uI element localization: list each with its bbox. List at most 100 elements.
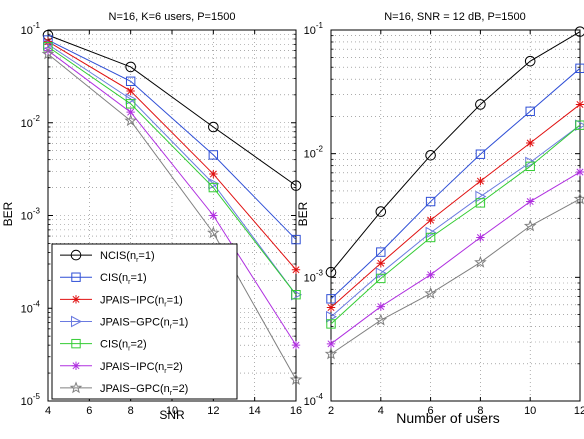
right-series-1-point — [325, 266, 337, 278]
right-series-3-point — [376, 259, 385, 268]
right-series-1-point — [524, 55, 536, 67]
right-series-6-point — [476, 233, 485, 242]
right-series-5-point — [575, 120, 584, 130]
legend-marker — [71, 338, 81, 349]
right-y-tick-label: 10-4 — [304, 392, 324, 408]
right-series-3-point — [476, 176, 485, 186]
left-series-7-point — [289, 373, 303, 385]
right-axes-box — [330, 29, 581, 402]
right-series-2-point — [425, 196, 436, 207]
right-series-1-point — [425, 150, 436, 161]
left-series-7-line — [47, 53, 297, 380]
right-series-4-line — [330, 124, 581, 318]
left-series-2-line — [47, 39, 297, 240]
right-x-tick-label: 6 — [428, 405, 434, 417]
legend-marker — [69, 381, 83, 394]
right-series-7-line — [330, 198, 581, 355]
legend-label: JPAIS−GPC(nr=2) — [100, 383, 188, 397]
right-series-2-point — [326, 294, 336, 304]
right-series-2-point — [575, 63, 584, 74]
left-x-tick-label: 4 — [45, 405, 51, 417]
left-series-1-point — [290, 180, 302, 191]
left-x-tick-label: 10 — [166, 405, 178, 417]
left-series-5-line — [47, 46, 297, 296]
left-series-2-point — [291, 234, 301, 245]
right-series-6-line — [330, 171, 581, 345]
right-series-5-point — [475, 198, 486, 208]
left-series-1-point — [208, 121, 219, 133]
right-chart-title: N=16, SNR = 12 dB, P=1500 — [384, 11, 526, 23]
legend-marker — [71, 272, 81, 282]
right-series-3-line — [330, 104, 581, 308]
left-x-tick-label: 12 — [207, 405, 219, 417]
right-series-2-point — [376, 247, 386, 257]
left-series-6-point — [291, 340, 301, 350]
left-series-3-point — [126, 86, 135, 96]
left-series-7-point — [41, 47, 55, 60]
right-series-7-point — [474, 255, 487, 268]
left-y-tick-label: 10-5 — [21, 392, 41, 408]
right-plot: 2 4 6 8 10 12 10-4 10-3 10-2 10-1 — [304, 21, 584, 417]
legend-label: JPAIS−IPC(nr=1) — [100, 294, 183, 308]
legend: NCIS(nr=1) CIS(nr=1) JPAIS−IPC(nr=1) JPAIS−… — [51, 243, 238, 400]
right-series-1-line — [330, 31, 581, 273]
right-series-7-point — [324, 347, 338, 360]
left-plot: 4 6 8 10 12 14 16 10-5 10-4 10-3 10-2 10-1 NCIS(nr=1… — [21, 21, 303, 417]
right-series-5-point — [425, 232, 436, 243]
left-y-tick-label: 10-2 — [21, 114, 41, 130]
right-series-4-point — [425, 226, 437, 239]
right-x-tick-label: 12 — [574, 405, 584, 417]
left-series-4-line — [47, 43, 297, 295]
left-series-7-point — [124, 114, 137, 127]
left-series-3-point — [291, 265, 301, 274]
right-series-6-point — [526, 197, 535, 206]
left-chart-title: N=16, K=6 users, P=1500 — [109, 11, 236, 23]
right-series-5-point — [525, 161, 535, 172]
left-y-tick-label: 10-1 — [21, 21, 41, 37]
left-x-tick-label: 16 — [290, 405, 302, 417]
legend-marker — [71, 295, 81, 304]
right-series-4-point — [375, 267, 387, 280]
right-series-6-point — [426, 270, 435, 279]
right-series-2-line — [330, 67, 581, 300]
legend-label: CIS(nr=2) — [100, 339, 147, 353]
right-x-tick-label: 2 — [328, 405, 334, 417]
left-series-2-point — [125, 76, 136, 86]
right-series-2-point — [525, 106, 535, 117]
left-series-6-line — [47, 50, 297, 346]
right-series-7-point — [374, 313, 388, 326]
right-series-7-point — [424, 286, 437, 299]
left-series-3-point — [209, 169, 218, 179]
right-series-5-line — [330, 124, 581, 325]
right-series-7-point — [523, 219, 537, 232]
left-series-1-line — [47, 34, 297, 187]
left-series-4-point — [125, 93, 137, 105]
right-x-tick-label: 8 — [477, 405, 483, 417]
left-series-6-point — [126, 107, 135, 117]
left-x-axis-label: SNR — [159, 408, 185, 422]
left-series-3-line — [47, 41, 297, 271]
left-x-tick-label: 8 — [128, 405, 134, 417]
right-series-3-point — [526, 138, 535, 148]
left-series-5-point — [208, 182, 219, 193]
right-series-2-point — [475, 149, 486, 159]
left-series-7-point — [207, 226, 220, 239]
legend-label: NCIS(nr=1) — [100, 250, 155, 264]
right-series-5-point — [326, 319, 336, 329]
right-series-6-point — [575, 167, 584, 177]
right-y-axis-label: BER — [296, 201, 310, 226]
right-series-3-point — [326, 303, 336, 312]
legend-marker — [70, 249, 82, 261]
right-x-axis-label: Number of users — [396, 410, 499, 426]
legend-marker — [71, 361, 81, 370]
legend-marker — [71, 315, 83, 328]
left-series-6-point — [209, 211, 218, 220]
left-y-tick-label: 10-4 — [21, 299, 41, 315]
right-series-3-point — [575, 100, 584, 109]
right-series-1-point — [574, 26, 584, 37]
left-series-5-point — [291, 289, 301, 300]
legend-label: JPAIS−IPC(nr=2) — [100, 361, 183, 375]
left-x-tick-label: 6 — [86, 405, 92, 417]
left-series-1-point — [125, 61, 136, 73]
